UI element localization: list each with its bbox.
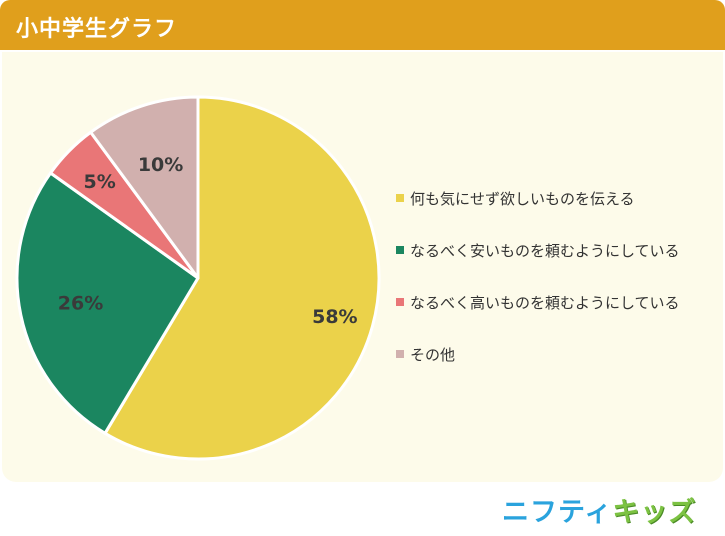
pie-slice [103, 95, 381, 461]
logo-text-nifty: ニフティ [502, 497, 613, 528]
pie-slice-label: 26% [58, 293, 103, 315]
page-title: 小中学生グラフ [16, 17, 178, 42]
pie-slice [89, 95, 200, 280]
pie-slice [15, 171, 200, 435]
legend-label: その他 [410, 346, 456, 364]
pie-slice-label: 58% [312, 306, 357, 328]
legend-swatch [396, 246, 404, 254]
legend: 何も気にせず欲しいものを伝える なるべく安いものを頼むようにしている なるべく高… [396, 188, 716, 396]
pie-slice-label: 10% [138, 154, 183, 176]
logo-text-kids: キッズ [612, 497, 697, 528]
legend-item: 何も気にせず欲しいものを伝える [396, 188, 716, 240]
legend-item: その他 [396, 344, 716, 396]
pie-slices [15, 95, 381, 461]
legend-label: 何も気にせず欲しいものを伝える [410, 190, 635, 208]
pie-labels: 58% 26% 5% 10% [58, 154, 358, 328]
legend-item: なるべく安いものを頼むようにしている [396, 240, 716, 292]
legend-swatch [396, 194, 404, 202]
legend-label: なるべく安いものを頼むようにしている [410, 242, 680, 260]
nifty-kids-logo[interactable]: ニフティキッズ [502, 490, 696, 530]
legend-swatch [396, 298, 404, 306]
legend-label: なるべく高いものを頼むようにしている [410, 294, 680, 312]
pie-slice-label: 5% [84, 171, 116, 193]
legend-item: なるべく高いものを頼むようにしている [396, 292, 716, 344]
legend-swatch [396, 350, 404, 358]
header-bar: 小中学生グラフ [0, 0, 725, 50]
